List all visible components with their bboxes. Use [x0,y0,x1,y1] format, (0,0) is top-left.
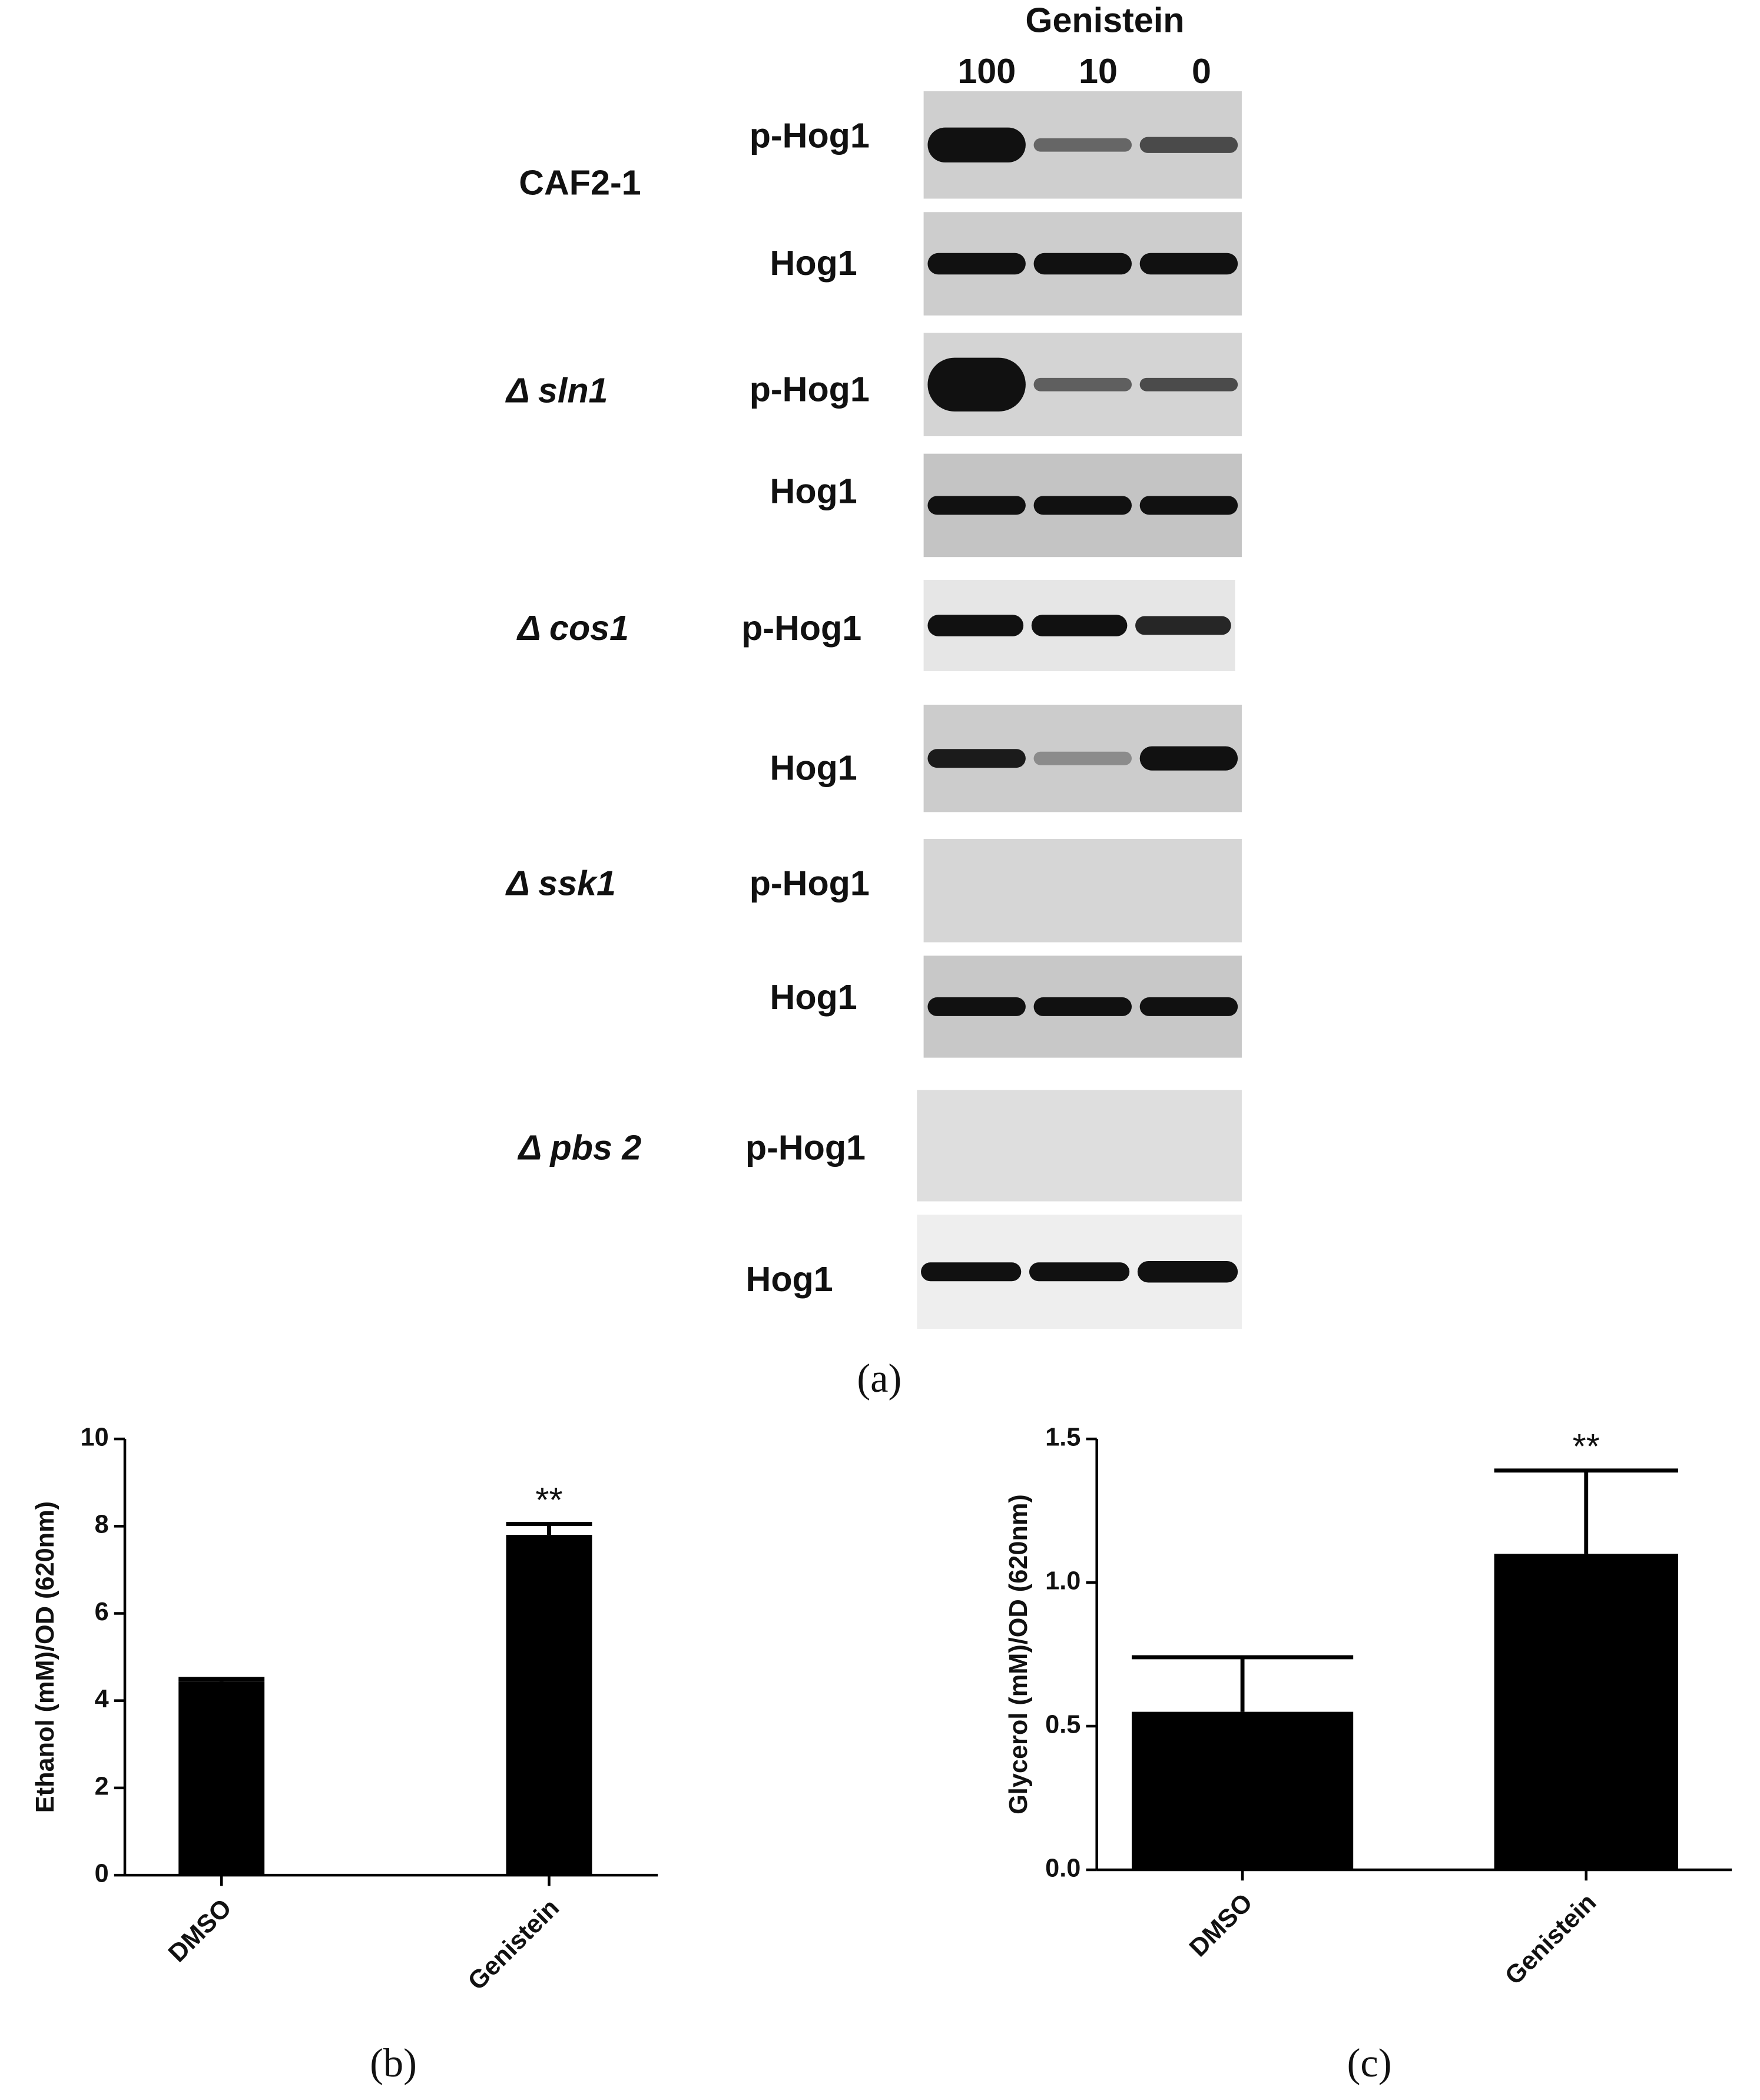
y-tick-label: 0 [95,1860,109,1888]
blot-band [927,749,1026,768]
strain-label: Δ ssk1 [505,863,616,903]
blot-band [1139,137,1238,153]
bar [506,1535,592,1876]
row-label: p-Hog1 [745,1128,866,1167]
row-label: Hog1 [746,1259,833,1299]
panel-label: (b) [370,2041,417,2085]
panel-label: (c) [1347,2041,1392,2085]
blot-panel [923,838,1242,943]
row-label: p-Hog1 [750,116,870,155]
bar [178,1681,265,1876]
lane-label: 100 [957,51,1016,91]
y-tick-label: 0.5 [1045,1710,1080,1739]
blot-band [1033,496,1132,515]
blot-panel [917,1090,1242,1202]
x-tick-label: DMSO [1184,1888,1258,1962]
blot-band [1139,377,1238,392]
x-tick-label: Genistein [463,1893,565,1995]
row-label: Hog1 [770,243,857,283]
x-tick-label: Genistein [1500,1888,1602,1990]
y-tick-label: 2 [95,1772,109,1800]
strain-label: Δ pbs 2 [518,1128,642,1167]
annotation: ** [1573,1426,1600,1466]
row-label: Hog1 [770,977,857,1017]
row-label: Hog1 [770,472,857,511]
blot-title: Genistein [1025,0,1184,39]
blot-band [1033,138,1132,152]
blot-band [1139,253,1238,275]
panel-label: (a) [857,1356,901,1401]
row-label: Hog1 [770,748,857,787]
blot-band [1139,496,1238,515]
strain-label: Δ sln1 [505,371,608,410]
y-tick-label: 0.0 [1045,1854,1080,1882]
blot-band [1031,615,1128,636]
strain-label: CAF2-1 [519,162,641,202]
blot-band [1139,746,1238,771]
y-tick-label: 8 [95,1511,109,1539]
y-tick-label: 10 [81,1424,109,1452]
y-tick-label: 1.5 [1045,1424,1080,1452]
row-label: p-Hog1 [750,863,870,903]
blot-band [921,1262,1022,1282]
blot-band [1033,377,1132,392]
y-axis-label: Glycerol (mM)/OD (620nm) [1005,1494,1033,1814]
blot-band [927,997,1026,1016]
bar [1131,1711,1354,1870]
lane-label: 10 [1079,51,1118,91]
blot-band [927,127,1026,162]
row-label: p-Hog1 [750,369,870,409]
strain-label: Δ cos1 [516,608,629,648]
blot-band [927,357,1026,412]
row-label: p-Hog1 [741,608,861,648]
bar [1494,1554,1678,1870]
blot-band [927,253,1026,275]
blot-band [1029,1262,1130,1282]
y-tick-label: 6 [95,1598,109,1626]
blot-band [1033,253,1132,275]
blot-band [927,615,1024,636]
annotation: ** [535,1480,562,1520]
blot-band [1033,997,1132,1016]
lane-label: 0 [1192,51,1211,91]
blot-band [927,496,1026,515]
y-tick-label: 4 [95,1685,109,1713]
blot-band [1137,1261,1238,1283]
y-tick-label: 1.0 [1045,1567,1080,1595]
x-tick-label: DMSO [163,1893,237,1968]
blot-band [1139,997,1238,1016]
blot-band [1033,751,1132,765]
y-axis-label: Ethanol (mM)/OD (620nm) [31,1501,59,1813]
blot-band [1135,616,1231,635]
